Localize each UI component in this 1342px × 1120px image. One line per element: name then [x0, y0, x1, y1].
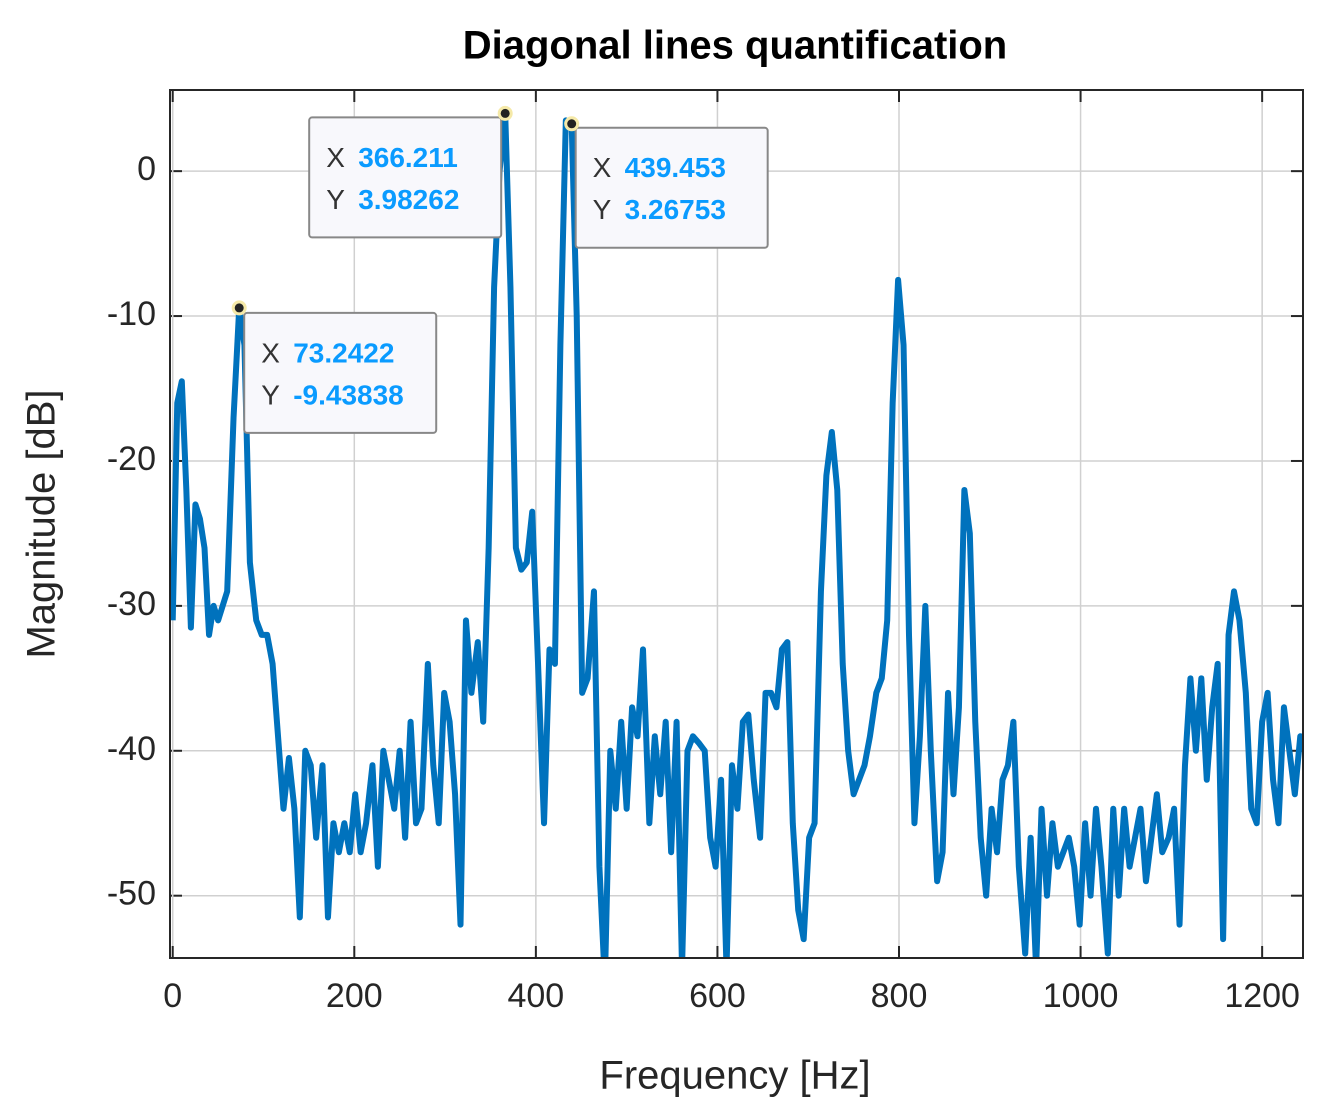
- y-tick-label: 0: [137, 150, 156, 188]
- y-tick-label: -30: [107, 585, 156, 623]
- chart-title: Diagonal lines quantification: [463, 24, 1008, 68]
- axes-box: [169, 89, 1304, 959]
- datatip-key: X: [326, 142, 345, 173]
- datatip-box: [243, 311, 438, 434]
- x-tick-label: 0: [163, 977, 182, 1015]
- x-tick-label: 1200: [1224, 977, 1300, 1015]
- line-series: [170, 110, 1303, 958]
- x-tick-label: 600: [689, 977, 746, 1015]
- datatip-key: X: [593, 152, 612, 183]
- x-tick-label: 1000: [1043, 977, 1119, 1015]
- datatip-key: Y: [593, 194, 612, 225]
- datatip-x: 73.2422: [293, 337, 394, 368]
- y-tick-label: -50: [107, 875, 156, 913]
- datatip-marker: [231, 300, 247, 316]
- datatip-y: -9.43838: [293, 379, 404, 410]
- y-tick-label: -20: [107, 440, 156, 478]
- datatip-y: 3.98262: [358, 184, 459, 215]
- x-tick-label: 400: [507, 977, 564, 1015]
- datatip-y: 3.26753: [625, 194, 726, 225]
- datatip-key: Y: [326, 184, 345, 215]
- datatip-box: [308, 116, 503, 239]
- y-tick-label: -40: [107, 730, 156, 768]
- x-axis-label: Frequency [Hz]: [599, 1054, 870, 1098]
- y-tick-label: -10: [107, 295, 156, 333]
- datatip-marker: [497, 105, 513, 121]
- datatip-box: [574, 126, 769, 249]
- datatip-x: 366.211: [358, 142, 458, 173]
- datatip-key: X: [261, 337, 280, 368]
- x-tick-label: 200: [326, 977, 383, 1015]
- x-tick-label: 800: [871, 977, 928, 1015]
- datatip-key: Y: [261, 379, 280, 410]
- datatip-marker: [564, 116, 580, 132]
- y-axis-label: Magnitude [dB]: [20, 389, 64, 658]
- datatip-x: 439.453: [625, 152, 726, 183]
